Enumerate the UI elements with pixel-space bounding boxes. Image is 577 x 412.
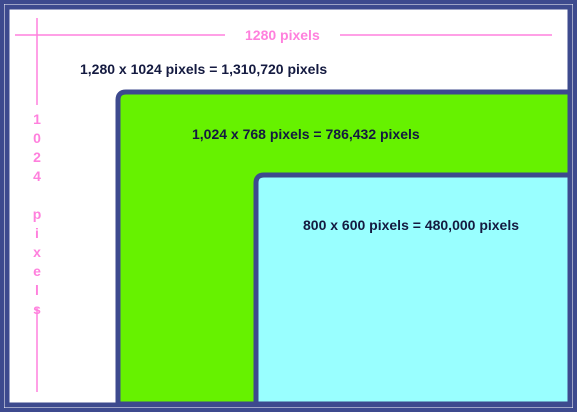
- screen-label: 800 x 600 pixels = 480,000 pixels: [303, 217, 520, 233]
- screen-800: [253, 172, 573, 407]
- width-label: 1280 pixels: [245, 27, 320, 43]
- screen-label: 1,024 x 768 pixels = 786,432 pixels: [192, 126, 420, 142]
- dimension-lines: [15, 18, 552, 392]
- height-label: 1024 pixels: [29, 111, 45, 320]
- screen-label: 1,280 x 1024 pixels = 1,310,720 pixels: [80, 61, 328, 77]
